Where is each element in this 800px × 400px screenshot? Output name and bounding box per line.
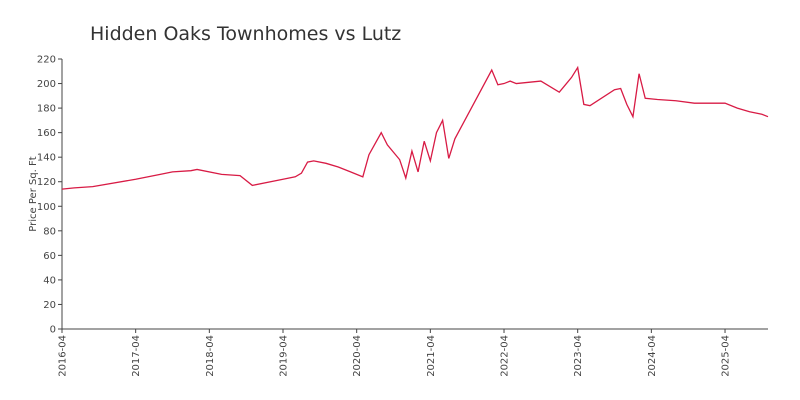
y-tick-label: 20 bbox=[43, 300, 56, 311]
x-tick-label: 2025-04 bbox=[721, 335, 732, 377]
y-tick-label: 200 bbox=[37, 79, 56, 90]
chart-title: Hidden Oaks Townhomes vs Lutz bbox=[90, 23, 401, 45]
y-tick-label: 180 bbox=[37, 104, 56, 115]
y-tick-label: 0 bbox=[50, 325, 56, 336]
y-tick-label: 100 bbox=[37, 202, 56, 213]
x-tick-label: 2016-04 bbox=[58, 335, 69, 377]
y-axis-label: Price Per Sq. Ft bbox=[28, 156, 39, 231]
x-tick-label: 2022-04 bbox=[500, 335, 511, 377]
y-tick-label: 60 bbox=[43, 251, 56, 262]
y-tick-label: 80 bbox=[43, 226, 56, 237]
data-line bbox=[61, 65, 769, 190]
y-tick-label: 140 bbox=[37, 153, 56, 164]
y-tick-label: 120 bbox=[37, 177, 56, 188]
y-tick-label: 160 bbox=[37, 128, 56, 139]
x-tick-label: 2020-04 bbox=[352, 335, 363, 377]
x-tick-label: 2023-04 bbox=[573, 335, 584, 377]
x-tick-label: 2024-04 bbox=[647, 335, 658, 377]
x-tick-label: 2017-04 bbox=[131, 335, 142, 377]
x-tick-label: 2018-04 bbox=[205, 335, 216, 377]
y-tick-label: 220 bbox=[37, 55, 56, 66]
x-tick-label: 2019-04 bbox=[279, 335, 290, 377]
x-tick-label: 2021-04 bbox=[426, 335, 437, 377]
y-tick-label: 40 bbox=[43, 275, 56, 286]
